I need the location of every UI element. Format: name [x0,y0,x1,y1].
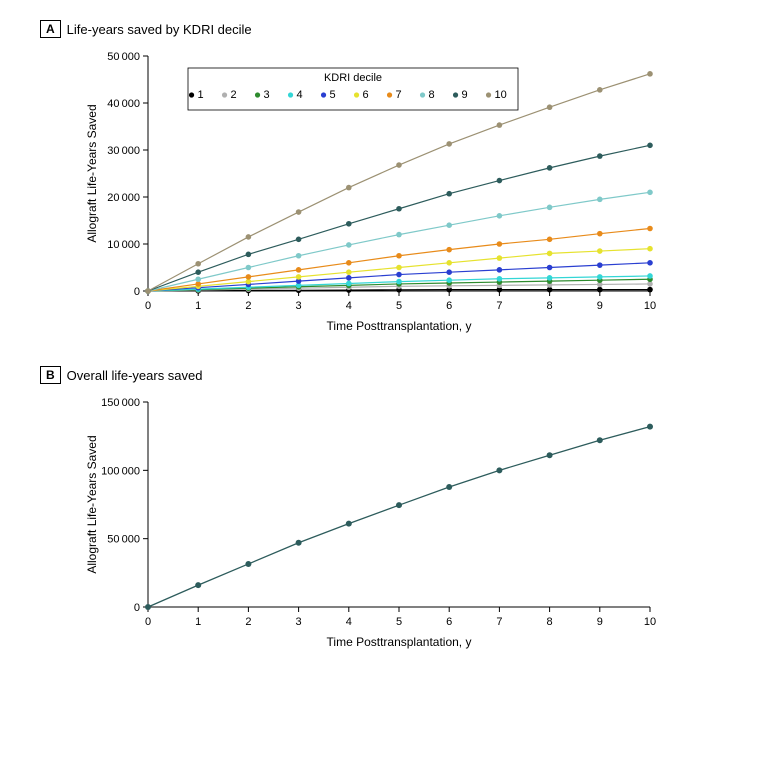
svg-text:KDRI decile: KDRI decile [324,72,382,84]
svg-text:2: 2 [245,300,251,312]
svg-text:10: 10 [644,616,656,628]
svg-text:6: 6 [363,89,369,101]
svg-text:0: 0 [134,602,140,614]
svg-text:20 000: 20 000 [107,192,140,204]
svg-text:4: 4 [346,300,352,312]
svg-text:Time Posttransplantation, y: Time Posttransplantation, y [327,635,472,649]
panel-a-header: A Life-years saved by KDRI decile [40,20,740,38]
svg-text:0: 0 [145,300,151,312]
svg-text:1: 1 [195,616,201,628]
svg-text:8: 8 [547,300,553,312]
svg-text:5: 5 [396,616,402,628]
svg-text:50 000: 50 000 [107,534,140,546]
chart-b-wrap: 0 50 000 100 000 150 000 0 1 2 3 4 5 6 7 8 9 10 Time Po… [80,392,740,652]
svg-text:0: 0 [134,286,140,298]
svg-text:150 000: 150 000 [101,397,140,409]
svg-text:5: 5 [330,89,336,101]
panel-a-letter: A [40,20,61,38]
svg-text:10: 10 [495,89,507,101]
svg-text:8: 8 [547,616,553,628]
svg-text:3: 3 [296,616,302,628]
svg-text:9: 9 [462,89,468,101]
svg-text:7: 7 [496,300,502,312]
panel-b-title: Overall life-years saved [67,368,203,383]
chart-a-wrap: 0 10 000 20 000 30 000 40 000 50 000 0 1 2 3 4 5 6 7 8… [80,46,740,336]
svg-text:Allograft Life-Years Saved: Allograft Life-Years Saved [85,104,99,242]
svg-text:6: 6 [446,300,452,312]
svg-text:Time Posttransplantation, y: Time Posttransplantation, y [327,319,472,333]
svg-text:1: 1 [195,300,201,312]
panel-b-header: B Overall life-years saved [40,366,740,384]
svg-text:4: 4 [297,89,303,101]
svg-text:40 000: 40 000 [107,98,140,110]
svg-text:5: 5 [396,300,402,312]
panel-a: A Life-years saved by KDRI decile 0 10 00… [40,20,740,336]
svg-text:7: 7 [396,89,402,101]
panel-a-title: Life-years saved by KDRI decile [67,22,252,37]
chart-b: 0 50 000 100 000 150 000 0 1 2 3 4 5 6 7 8 9 10 Time Po… [80,392,670,652]
svg-text:1: 1 [198,89,204,101]
svg-text:9: 9 [597,300,603,312]
svg-text:3: 3 [264,89,270,101]
chart-a: 0 10 000 20 000 30 000 40 000 50 000 0 1 2 3 4 5 6 7 8… [80,46,670,336]
svg-text:6: 6 [446,616,452,628]
panel-b-letter: B [40,366,61,384]
svg-text:9: 9 [597,616,603,628]
svg-text:100 000: 100 000 [101,465,140,477]
svg-text:50 000: 50 000 [107,51,140,63]
svg-text:30 000: 30 000 [107,145,140,157]
panel-b: B Overall life-years saved 0 50 000 100 00… [40,366,740,652]
svg-text:Allograft Life-Years Saved: Allograft Life-Years Saved [85,435,99,573]
svg-text:3: 3 [296,300,302,312]
svg-text:8: 8 [429,89,435,101]
svg-text:7: 7 [496,616,502,628]
svg-text:10 000: 10 000 [107,239,140,251]
svg-text:2: 2 [231,89,237,101]
svg-text:4: 4 [346,616,352,628]
svg-text:10: 10 [644,300,656,312]
svg-text:2: 2 [245,616,251,628]
svg-text:0: 0 [145,616,151,628]
